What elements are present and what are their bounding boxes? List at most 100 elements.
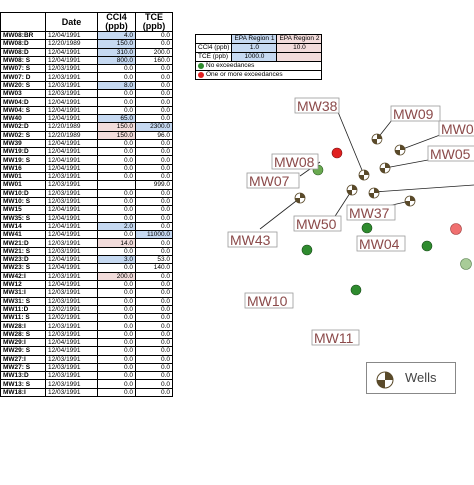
well-cell: MW07: D xyxy=(0,72,46,82)
ccl4-cell: 0.0 xyxy=(97,337,136,348)
svg-text:MW10: MW10 xyxy=(247,293,288,309)
well-cell: MW01 xyxy=(0,180,46,190)
wells-legend: Wells xyxy=(366,362,456,394)
svg-text:MW0: MW0 xyxy=(441,121,474,137)
ccl4-cell: 310.0 xyxy=(97,47,136,57)
ccl4-cell xyxy=(97,180,136,190)
date-cell: 12/04/1991 xyxy=(45,205,98,215)
date-cell: 12/04/1991 xyxy=(45,263,98,273)
epa-row-ccl4: CCl4 (ppb) 1.0 10.0 xyxy=(194,43,323,53)
well-cell: MW04: S xyxy=(0,105,46,115)
legend-exceed-text: One or more exceedances xyxy=(206,71,283,79)
well-cell: MW10: S xyxy=(0,196,46,207)
date-cell: 12/04/1991 xyxy=(45,47,98,57)
table-row: MW42:I 12/03/1991 200.0 0.0 xyxy=(0,271,173,281)
tce-cell: 0.0 xyxy=(135,221,173,232)
ccl4-cell: 150.0 xyxy=(97,130,136,140)
well-marker xyxy=(358,169,370,181)
table-row: MW04:D 12/04/1991 0.0 0.0 xyxy=(0,97,173,107)
well-cell: MW11: S xyxy=(0,313,46,323)
table-row: MW13: S 12/03/1991 0.0 0.0 xyxy=(0,379,173,389)
tce-cell: 0.0 xyxy=(135,113,173,124)
tce-cell: 0.0 xyxy=(135,97,173,107)
svg-text:MW05: MW05 xyxy=(430,146,471,162)
date-cell: 12/03/1991 xyxy=(45,288,98,298)
ccl4-cell: 0.0 xyxy=(97,138,136,149)
table-row: MW01 12/03/1991 999.0 xyxy=(0,180,173,190)
date-cell: 12/04/1991 xyxy=(45,337,98,348)
well-symbol-icon xyxy=(376,371,394,389)
ccl4-cell: 0.0 xyxy=(97,172,136,182)
date-cell: 12/04/1991 xyxy=(45,279,98,290)
tce-cell: 0.0 xyxy=(135,346,173,356)
well-cell: MW23:D xyxy=(0,254,46,265)
table-row: MW18:I 12/03/1991 0.0 0.0 xyxy=(0,387,173,398)
ccl4-cell: 0.0 xyxy=(97,362,136,373)
table-row: MW41 12/04/1991 0.0 11000.0 xyxy=(0,230,173,240)
well-cell: MW15 xyxy=(0,205,46,215)
date-cell: 12/04/1991 xyxy=(45,346,98,356)
tce-cell: 0.0 xyxy=(135,163,173,174)
label-mw08: MW08 xyxy=(271,153,319,170)
label-mw38: MW38 xyxy=(294,97,340,114)
ccl4-cell: 0.0 xyxy=(97,288,136,298)
well-cell: MW10:D xyxy=(0,188,46,198)
date-cell: 12/03/1991 xyxy=(45,89,98,99)
no-exceedance-dot xyxy=(460,258,472,270)
date-cell: 12/20/1989 xyxy=(45,122,98,132)
tce-cell: 0.0 xyxy=(135,172,173,182)
date-cell: 12/04/1991 xyxy=(45,147,98,157)
table-row: MW23: S 12/04/1991 0.0 140.0 xyxy=(0,263,173,273)
well-cell: MW21:D xyxy=(0,238,46,248)
table-row: MW08:D 12/20/1989 150.0 0.0 xyxy=(0,39,173,49)
date-cell: 12/04/1991 xyxy=(45,113,98,124)
well-cell: MW19: S xyxy=(0,155,46,165)
well-cell: MW35: S xyxy=(0,213,46,223)
table-row: MW20: S 12/03/1991 8.0 0.0 xyxy=(0,80,173,91)
table-row: MW35: S 12/04/1991 0.0 0.0 xyxy=(0,213,173,223)
tce-cell: 0.0 xyxy=(135,213,173,223)
epa-value xyxy=(276,52,323,62)
no-exceedance-dot xyxy=(361,222,373,234)
date-cell: 12/03/1991 xyxy=(45,362,98,373)
well-cell: MW41 xyxy=(0,230,46,240)
no-exceedance-dot xyxy=(312,164,324,176)
svg-text:MW04: MW04 xyxy=(359,236,400,252)
ccl4-cell: 0.0 xyxy=(97,329,136,340)
well-cell: MW04:D xyxy=(0,97,46,107)
well-cell: MW29:I xyxy=(0,337,46,348)
table-row: MW21: S 12/03/1991 0.0 0.0 xyxy=(0,246,173,257)
tce-cell: 0.0 xyxy=(135,354,173,364)
tce-cell: 0.0 xyxy=(135,155,173,165)
table-row: MW27: S 12/03/1991 0.0 0.0 xyxy=(0,362,173,373)
ccl4-cell: 0.0 xyxy=(97,313,136,323)
table-row: MW11:D 12/02/1991 0.0 0.0 xyxy=(0,304,173,315)
date-cell: 12/03/1991 xyxy=(45,196,98,207)
table-row: MW13:D 12/03/1991 0.0 0.0 xyxy=(0,371,173,381)
date-cell: 12/20/1989 xyxy=(45,39,98,49)
tce-cell: 0.0 xyxy=(135,321,173,331)
well-cell: MW29: S xyxy=(0,346,46,356)
tce-cell: 0.0 xyxy=(135,329,173,340)
svg-text:MW50: MW50 xyxy=(296,216,337,232)
ccl4-cell: 0.0 xyxy=(97,105,136,115)
legend-exceedances: One or more exceedances xyxy=(194,70,323,80)
data-table: Date CCl4 (ppb) TCE (ppb) MW08:BR 12/04/1… xyxy=(0,12,173,398)
date-cell: 12/04/1991 xyxy=(45,138,98,149)
svg-text:MW37: MW37 xyxy=(349,205,390,221)
table-row: MW28:I 12/03/1991 0.0 0.0 xyxy=(0,321,173,331)
date-cell: 12/04/1991 xyxy=(45,221,98,232)
ccl4-cell: 0.0 xyxy=(97,188,136,198)
ccl4-cell: 3.0 xyxy=(97,254,136,265)
well-cell: MW02: S xyxy=(0,130,46,140)
tce-cell: 0.0 xyxy=(135,72,173,82)
well-marker xyxy=(346,184,358,196)
tce-cell: 0.0 xyxy=(135,271,173,281)
date-cell: 12/04/1991 xyxy=(45,105,98,115)
epa-legend-row: One or more exceedances xyxy=(194,70,323,80)
table-row: MW02: S 12/20/1989 150.0 96.0 xyxy=(0,130,173,140)
date-cell: 12/03/1991 xyxy=(45,72,98,82)
table-row: MW27:I 12/03/1991 0.0 0.0 xyxy=(0,354,173,364)
tce-cell: 0.0 xyxy=(135,362,173,373)
tce-cell: 0.0 xyxy=(135,296,173,306)
